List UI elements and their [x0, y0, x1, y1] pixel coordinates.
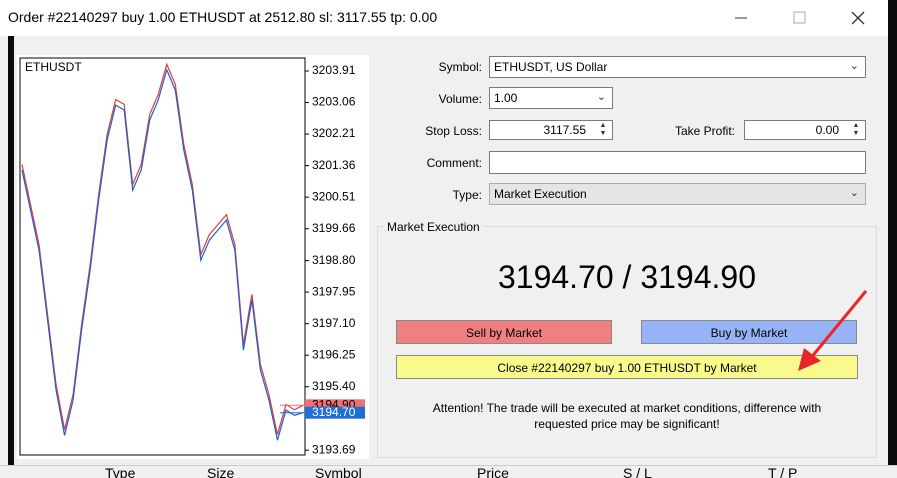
- symbol-select[interactable]: ETHUSDT, US Dollar ⌄: [489, 56, 866, 78]
- y-tick-label: 3200.51: [312, 189, 356, 203]
- type-select[interactable]: Market Execution ⌄: [489, 183, 866, 205]
- column-header: S / L: [623, 465, 652, 478]
- close-button[interactable]: Close #22140297 buy 1.00 ETHUSDT by Mark…: [396, 355, 858, 379]
- y-tick-label: 3202.21: [312, 126, 356, 140]
- price-line: [21, 62, 304, 435]
- current-price-box: [305, 406, 365, 419]
- stop-loss-input[interactable]: 3117.55 ▲ ▼: [489, 120, 613, 140]
- value: 1.00: [494, 91, 518, 105]
- buy-button[interactable]: Buy by Market: [641, 320, 857, 344]
- take-profit-input[interactable]: 0.00 ▲ ▼: [744, 120, 866, 140]
- column-header: Symbol: [315, 465, 362, 478]
- close[interactable]: [851, 11, 865, 25]
- title-bar: Order #22140297 buy 1.00 ETHUSDT at 2512…: [0, 0, 888, 36]
- y-tick-label: 3193.69: [312, 442, 356, 456]
- value: 3117.55: [543, 123, 587, 137]
- y-tick-label: 3197.95: [312, 284, 356, 298]
- group-box: [377, 226, 877, 458]
- prices: 3194.70 / 3194.90: [497, 259, 756, 295]
- y-tick-label: 3203.06: [312, 95, 356, 109]
- column-header: Type: [105, 465, 136, 478]
- label: Symbol:: [438, 60, 482, 74]
- y-tick-label: 3195.40: [312, 379, 356, 393]
- comment-input[interactable]: [489, 151, 866, 174]
- y-tick-label: 3201.36: [312, 158, 356, 172]
- label: Comment:: [426, 156, 482, 170]
- column-header: Size: [207, 465, 235, 478]
- arrow-shaft: [808, 290, 868, 360]
- window-title: Order #22140297 buy 1.00 ETHUSDT at 2512…: [8, 9, 438, 25]
- y-tick-label: 3198.80: [312, 253, 356, 267]
- chart-panel: ETHUSDT 3193.69 3195.40 3196.25 3197.10 3197.…: [17, 55, 369, 459]
- price-line: [21, 68, 304, 441]
- y-tick-label: 3197.10: [312, 316, 356, 330]
- price-chart: ETHUSDT 3193.69 3195.40 3196.25 3197.10 3197.…: [19, 57, 365, 456]
- y-tick-label: 3199.66: [312, 221, 356, 235]
- group-title: Market Execution: [384, 220, 483, 234]
- column-header: Price: [477, 465, 509, 478]
- maximize[interactable]: [793, 11, 806, 24]
- value: ETHUSDT, US Dollar: [494, 60, 608, 74]
- column-header: T / P: [768, 465, 798, 478]
- label: Type:: [452, 188, 482, 202]
- order-dialog: Order #22140297 buy 1.00 ETHUSDT at 2512…: [0, 0, 888, 465]
- label: Volume:: [438, 92, 482, 106]
- y-tick-label: 3196.25: [312, 347, 356, 361]
- attention-text: Attention! The trade will be executed at…: [432, 401, 822, 431]
- volume-select[interactable]: 1.00 ⌄: [489, 87, 613, 109]
- arrow-head: [798, 348, 821, 371]
- annotation-arrow: [798, 290, 868, 371]
- chart-symbol: ETHUSDT: [25, 60, 82, 74]
- label: Stop Loss:: [425, 124, 482, 138]
- y-tick-label: 3203.91: [312, 63, 356, 77]
- label: Take Profit:: [674, 124, 735, 138]
- value: 0.00: [815, 123, 839, 137]
- background-table-header: Type Size Symbol Price S / L T / P: [0, 465, 897, 478]
- backdrop: [8, 36, 14, 465]
- current-price-label: 3194.70: [312, 405, 356, 419]
- sell-button[interactable]: Sell by Market: [396, 320, 612, 344]
- value: Market Execution: [494, 187, 587, 201]
- window-controls[interactable]: [730, 8, 880, 28]
- plot-frame: [19, 57, 306, 456]
